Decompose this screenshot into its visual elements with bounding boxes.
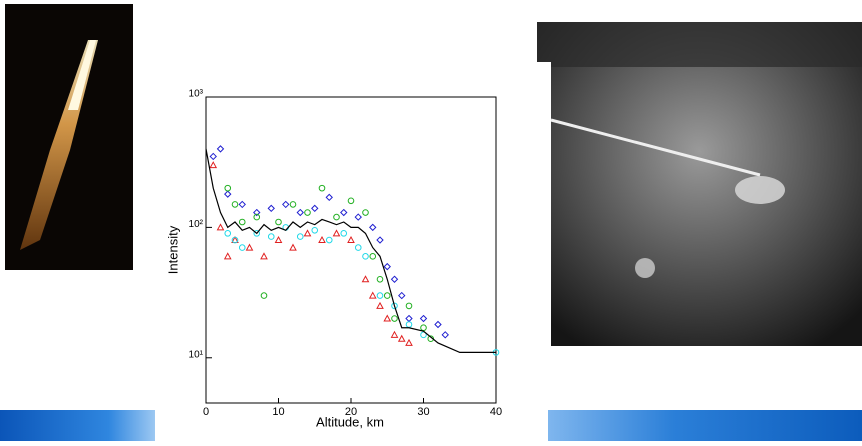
point (209, 161, 218, 169)
point (260, 252, 268, 260)
point (289, 243, 297, 251)
point (361, 275, 370, 283)
banner (548, 410, 862, 441)
point (340, 230, 348, 237)
point (318, 235, 326, 244)
point (383, 314, 392, 322)
point (216, 223, 225, 231)
point (419, 314, 428, 323)
point (362, 253, 369, 260)
point (376, 292, 384, 299)
point (245, 243, 254, 251)
point (274, 235, 283, 244)
point (420, 324, 427, 332)
point (231, 236, 239, 244)
point (390, 330, 399, 338)
point (224, 184, 232, 192)
rocket-photo (5, 4, 133, 270)
y-tick-label: 10³ (189, 89, 204, 100)
point (296, 208, 304, 217)
point (325, 193, 333, 202)
point (267, 204, 275, 213)
plot-frame (205, 96, 497, 404)
x-tick-label: 40 (490, 406, 502, 418)
point (238, 218, 246, 226)
point (347, 197, 355, 205)
point (369, 253, 377, 260)
x-axis-label: Altitude, km (316, 414, 384, 429)
point (296, 233, 304, 240)
point (223, 252, 232, 260)
point (347, 235, 355, 244)
banner (0, 410, 155, 441)
point (267, 233, 275, 240)
y-tick-label: 10² (189, 219, 204, 230)
point (304, 209, 311, 216)
point (260, 292, 268, 299)
point (369, 223, 377, 232)
point (231, 201, 239, 208)
point (340, 208, 348, 217)
point (325, 236, 333, 244)
point (405, 338, 413, 346)
point (253, 213, 261, 221)
point (434, 320, 442, 329)
x-tick-label: 0 (203, 406, 209, 418)
point (332, 229, 341, 237)
point (354, 213, 362, 221)
point (420, 331, 427, 339)
point (398, 291, 406, 300)
point (405, 302, 413, 310)
point (311, 226, 319, 234)
point (238, 200, 246, 209)
point (253, 208, 261, 217)
point (368, 291, 377, 299)
point (282, 200, 290, 209)
point (376, 301, 384, 309)
point (216, 145, 225, 153)
point (318, 184, 326, 192)
point (362, 209, 369, 216)
point (209, 152, 217, 161)
point (391, 302, 398, 310)
point (391, 315, 398, 322)
point (376, 275, 384, 283)
point (441, 331, 449, 339)
point (383, 262, 391, 271)
point (289, 201, 297, 208)
point (354, 244, 362, 251)
x-tick-label: 10 (272, 406, 284, 418)
point (238, 244, 246, 251)
point (275, 218, 282, 226)
x-tick-label: 30 (417, 406, 429, 418)
point (311, 204, 319, 213)
y-axis-label: Intensity (165, 225, 180, 274)
point (390, 275, 399, 283)
point (303, 229, 312, 237)
terrain-photo (537, 22, 862, 346)
point (383, 292, 391, 299)
point (376, 236, 384, 244)
x-tick-label: 20 (345, 406, 357, 418)
line (205, 148, 496, 353)
point (224, 190, 232, 198)
point (224, 230, 232, 237)
point (397, 334, 406, 342)
y-tick-label: 10¹ (189, 349, 204, 360)
point (253, 230, 261, 237)
point (333, 213, 340, 221)
